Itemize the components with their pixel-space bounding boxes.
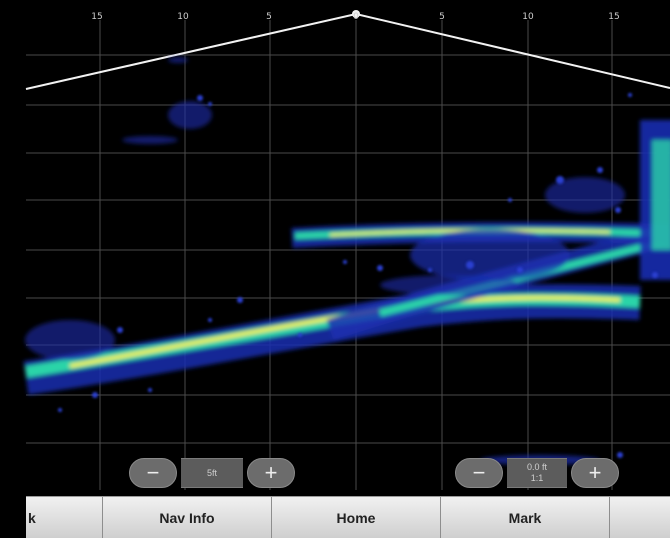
- zoom-out-button[interactable]: −: [455, 458, 503, 488]
- softkey-home[interactable]: Home: [336, 509, 376, 526]
- softkey-bar: k Nav Info Home Mark: [26, 496, 670, 538]
- left-zoom-control: − 5ft +: [129, 457, 295, 489]
- zoom-value-line2: 1:1: [530, 473, 544, 483]
- softkey-more[interactable]: [610, 497, 670, 538]
- zoom-value-line1: 0.0 ft: [526, 462, 547, 472]
- range-tick: 5: [439, 12, 445, 22]
- range-tick: 10: [522, 12, 534, 22]
- sonar-speckles: [58, 93, 658, 458]
- range-tick: 5: [266, 12, 272, 22]
- right-zoom-control: − 0.0 ft 1:1 +: [455, 457, 619, 489]
- zoom-in-button[interactable]: +: [571, 458, 619, 488]
- zoom-out-button[interactable]: −: [129, 458, 177, 488]
- zoom-in-button[interactable]: +: [247, 458, 295, 488]
- range-tick: 15: [608, 12, 620, 22]
- sonar-returns: [23, 57, 670, 465]
- softkey-back[interactable]: k: [28, 509, 36, 526]
- zoom-value: 5ft: [181, 458, 243, 488]
- zoom-value-text: 5ft: [206, 467, 217, 478]
- range-tick: 0: [353, 12, 359, 22]
- zoom-value: 0.0 ft 1:1: [507, 458, 567, 488]
- range-tick: 15: [91, 12, 103, 22]
- range-tick: 10: [177, 12, 189, 22]
- softkey-nav-info[interactable]: Nav Info: [159, 509, 215, 526]
- softkey-mark[interactable]: Mark: [508, 509, 542, 526]
